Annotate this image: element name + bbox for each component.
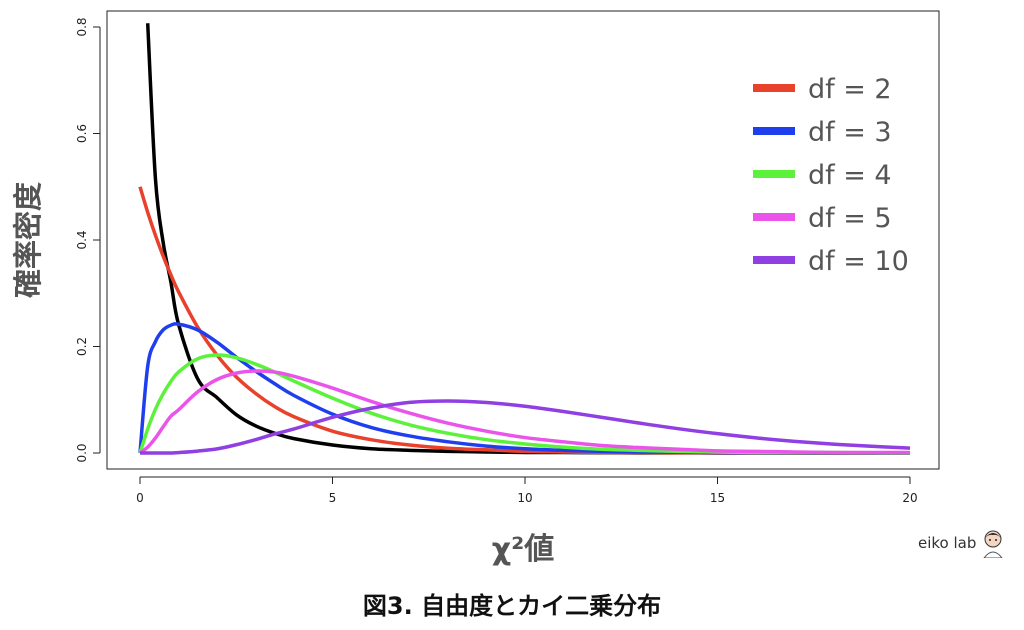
series-line-df-5 bbox=[138, 369, 910, 455]
x-tick-label: 15 bbox=[710, 491, 725, 505]
y-tick-label: 0.8 bbox=[75, 17, 89, 36]
x-tick-label: 20 bbox=[902, 491, 917, 505]
figure-caption: 図3. 自由度とカイ二乗分布 bbox=[362, 592, 662, 620]
y-tick-label: 0.6 bbox=[75, 124, 89, 143]
legend: df = 2 df = 3 df = 4 df = 5 df = 10 bbox=[753, 74, 909, 277]
brand-watermark: eiko lab bbox=[918, 528, 1006, 558]
series-lines bbox=[138, 23, 911, 455]
y-tick-label: 0.4 bbox=[75, 230, 89, 249]
x-tick-label: 0 bbox=[136, 491, 144, 505]
legend-label: df = 5 bbox=[808, 203, 892, 234]
legend-label: df = 3 bbox=[808, 117, 892, 148]
x-axis: 0 5 10 15 20 bbox=[136, 476, 918, 505]
x-axis-title: χ²値 bbox=[492, 532, 555, 567]
series-line-df-3 bbox=[138, 322, 911, 455]
series-line-df-2 bbox=[138, 186, 911, 455]
y-axis-title: 確率密度 bbox=[11, 182, 45, 298]
legend-label: df = 4 bbox=[808, 160, 892, 191]
y-tick-label: 0.2 bbox=[75, 337, 89, 356]
avatar-icon bbox=[983, 530, 1004, 558]
chart: 0 5 10 15 20 0.00.20.40.60.8 df = 2df = 3df … bbox=[11, 10, 940, 567]
y-tick-label: 0.0 bbox=[75, 443, 89, 462]
y-axis: 0.0 0.2 0.4 0.6 0.8 bbox=[75, 17, 101, 463]
x-tick-label: 5 bbox=[329, 491, 337, 505]
series-line-df-1 bbox=[145, 23, 910, 455]
legend-label: df = 2 bbox=[808, 74, 892, 105]
plot-area-frame bbox=[106, 10, 940, 470]
legend-label: df = 10 bbox=[808, 246, 909, 277]
brand-text: eiko lab bbox=[918, 534, 977, 552]
x-tick-label: 10 bbox=[517, 491, 532, 505]
series-line-df-10 bbox=[140, 399, 911, 455]
